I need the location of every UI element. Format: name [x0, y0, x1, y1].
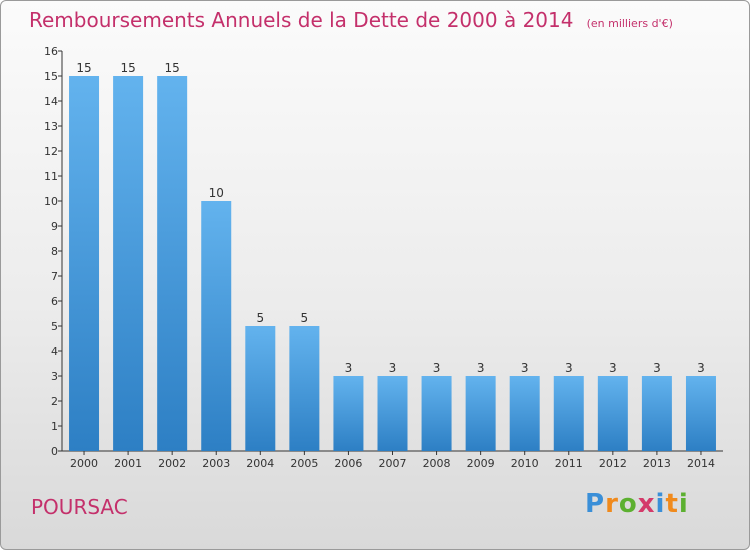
x-tick-label: 2001 — [114, 457, 142, 470]
data-label-2014: 3 — [697, 361, 705, 375]
x-tick-label: 2000 — [70, 457, 98, 470]
x-tick-labels: 2000 2001 2002 2003 2004 2005 2006 2007 2008 2009… — [70, 451, 715, 470]
y-tick-label: 10 — [44, 195, 58, 208]
x-tick-label: 2010 — [511, 457, 539, 470]
bar-2001 — [113, 76, 144, 451]
bar-2013 — [641, 376, 672, 451]
y-tick-label: 16 — [44, 45, 58, 58]
bar-2009 — [465, 376, 496, 451]
data-label-2000: 15 — [76, 61, 91, 75]
bar-2011 — [553, 376, 584, 451]
bar-2006 — [333, 376, 364, 451]
y-tick-label: 14 — [44, 95, 58, 108]
logo-letter: t — [665, 489, 679, 519]
x-tick-label: 2005 — [290, 457, 318, 470]
y-tick-label: 12 — [44, 145, 58, 158]
y-tick-label: 13 — [44, 120, 58, 133]
data-label-2006: 3 — [345, 361, 353, 375]
y-tick-label: 2 — [51, 395, 58, 408]
bar-2004 — [245, 326, 276, 451]
x-tick-label: 2006 — [334, 457, 362, 470]
x-tick-label: 2014 — [687, 457, 715, 470]
title-row: Remboursements Annuels de la Dette de 20… — [29, 8, 673, 32]
y-tick-label: 6 — [51, 295, 58, 308]
bars — [69, 76, 716, 451]
data-label-2012: 3 — [609, 361, 617, 375]
x-tick-label: 2011 — [555, 457, 583, 470]
y-tick-label: 4 — [51, 345, 58, 358]
y-tick-label: 1 — [51, 420, 58, 433]
data-label-2008: 3 — [433, 361, 441, 375]
x-tick-label: 2013 — [643, 457, 671, 470]
data-label-2013: 3 — [653, 361, 661, 375]
y-tick-label: 8 — [51, 245, 58, 258]
y-tick-label: 0 — [51, 445, 58, 458]
y-tick-label: 3 — [51, 370, 58, 383]
bar-2008 — [421, 376, 452, 451]
bar-2012 — [597, 376, 628, 451]
data-label-2001: 15 — [120, 61, 135, 75]
data-label-2002: 15 — [165, 61, 180, 75]
data-label-2009: 3 — [477, 361, 485, 375]
x-tick-label: 2009 — [467, 457, 495, 470]
data-labels: 15 15 15 10 5 5 3 3 3 3 3 3 3 3 3 — [76, 61, 704, 375]
data-label-2003: 10 — [209, 186, 224, 200]
x-tick-label: 2004 — [246, 457, 274, 470]
bar-2003 — [201, 201, 232, 451]
logo-letter: P — [585, 489, 606, 519]
bar-2002 — [157, 76, 188, 451]
y-tick-label: 9 — [51, 220, 58, 233]
logo-letter: i — [678, 489, 689, 519]
logo-letter: x — [637, 489, 656, 519]
x-tick-label: 2012 — [599, 457, 627, 470]
x-tick-label: 2008 — [423, 457, 451, 470]
y-tick-label: 5 — [51, 320, 58, 333]
place-name: POURSAC — [31, 495, 128, 519]
data-label-2004: 5 — [256, 311, 264, 325]
chart-subtitle: (en milliers d'€) — [586, 17, 673, 30]
chart-title: Remboursements Annuels de la Dette de 20… — [29, 8, 574, 32]
bar-2000 — [69, 76, 100, 451]
x-tick-label: 2007 — [379, 457, 407, 470]
x-tick-label: 2003 — [202, 457, 230, 470]
bar-2014 — [685, 376, 716, 451]
logo-letter: o — [618, 489, 638, 519]
y-tick-label: 15 — [44, 70, 58, 83]
logo-letter: r — [605, 489, 619, 519]
bar-2007 — [377, 376, 408, 451]
bar-2010 — [509, 376, 540, 451]
data-label-2005: 5 — [301, 311, 309, 325]
data-label-2010: 3 — [521, 361, 529, 375]
proxiti-logo[interactable]: Proxiti — [585, 489, 689, 519]
logo-letter: i — [655, 489, 666, 519]
y-tick-label: 7 — [51, 270, 58, 283]
data-label-2011: 3 — [565, 361, 573, 375]
bar-2005 — [289, 326, 320, 451]
data-label-2007: 3 — [389, 361, 397, 375]
y-tick-label: 11 — [44, 170, 58, 183]
x-tick-label: 2002 — [158, 457, 186, 470]
